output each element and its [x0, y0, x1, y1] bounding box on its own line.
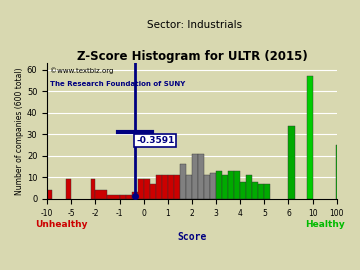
Bar	[234, 171, 240, 199]
Text: Healthy: Healthy	[305, 220, 345, 230]
Text: Unhealthy: Unhealthy	[35, 220, 88, 230]
Bar	[168, 175, 174, 199]
Bar	[204, 175, 210, 199]
Y-axis label: Number of companies (600 total): Number of companies (600 total)	[15, 67, 24, 195]
Bar	[162, 175, 168, 199]
Bar	[126, 195, 132, 199]
Title: Z-Score Histogram for ULTR (2015): Z-Score Histogram for ULTR (2015)	[77, 50, 307, 63]
Bar	[180, 164, 186, 199]
Bar	[222, 175, 228, 199]
Bar	[264, 184, 270, 199]
Bar	[108, 195, 120, 199]
Bar	[192, 154, 198, 199]
Bar	[95, 190, 108, 199]
Bar	[307, 76, 313, 199]
Bar	[246, 175, 252, 199]
Bar	[120, 195, 126, 199]
Bar	[198, 154, 204, 199]
Bar	[47, 190, 52, 199]
Bar	[258, 184, 264, 199]
Bar	[138, 180, 144, 199]
Bar	[150, 184, 156, 199]
Bar	[252, 182, 258, 199]
Bar	[91, 180, 95, 199]
Text: ©www.textbiz.org: ©www.textbiz.org	[50, 67, 113, 74]
Text: The Research Foundation of SUNY: The Research Foundation of SUNY	[50, 81, 185, 87]
Text: Sector: Industrials: Sector: Industrials	[147, 20, 242, 30]
Bar	[210, 173, 216, 199]
Bar	[288, 126, 294, 199]
Bar	[144, 180, 150, 199]
Bar	[132, 193, 138, 199]
X-axis label: Score: Score	[177, 231, 207, 241]
Bar	[216, 171, 222, 199]
Bar	[228, 171, 234, 199]
Bar	[186, 175, 192, 199]
Bar	[240, 182, 246, 199]
Bar	[174, 175, 180, 199]
Text: -0.3591: -0.3591	[136, 136, 175, 145]
Bar	[156, 175, 162, 199]
Bar	[67, 180, 71, 199]
